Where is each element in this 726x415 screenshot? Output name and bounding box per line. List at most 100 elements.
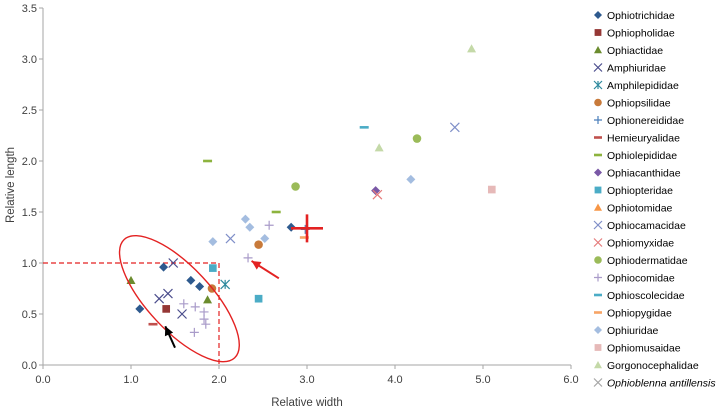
legend-marker bbox=[593, 238, 603, 247]
data-point bbox=[487, 185, 496, 194]
x-tick-label: 6.0 bbox=[563, 374, 578, 386]
legend-item: Ophiotomidae bbox=[594, 203, 673, 215]
legend-label: Amphiuridae bbox=[607, 63, 666, 75]
x-axis-title: Relative width bbox=[271, 397, 343, 409]
y-tick-label: 0.5 bbox=[22, 309, 37, 321]
data-point bbox=[254, 294, 263, 303]
red-arrow-head bbox=[251, 260, 262, 270]
legend-item: Ophiocomidae bbox=[594, 273, 675, 285]
legend-marker bbox=[594, 326, 602, 334]
axes: 0.0 1.0 2.0 3.0 4.0 5.0 6.0 0.0 0.5 1.0 1.5 2.0 2.5 3… bbox=[22, 3, 579, 386]
data-point bbox=[245, 222, 255, 232]
legend-item: Ophiuridae bbox=[594, 325, 659, 337]
legend-label: Gorgonocephalidae bbox=[607, 360, 699, 372]
data-point bbox=[243, 253, 253, 263]
x-tick-label: 1.0 bbox=[123, 374, 138, 386]
highlight-ellipse bbox=[118, 234, 240, 363]
data-points bbox=[126, 44, 496, 337]
legend-label: Ophiactidae bbox=[607, 45, 663, 57]
legend-item: Ophionereididae bbox=[594, 115, 684, 127]
data-point bbox=[163, 288, 173, 299]
legend-label: Ophiodermatidae bbox=[607, 255, 688, 267]
data-point bbox=[291, 182, 300, 191]
data-point bbox=[186, 275, 196, 285]
legend-item: Ophiodermatidae bbox=[594, 255, 688, 267]
legend-item: Gorgonocephalidae bbox=[594, 360, 699, 372]
legend-label: Ophiocamacidae bbox=[607, 220, 686, 232]
legend-marker bbox=[594, 361, 602, 369]
legend-label: Ophioscolecidae bbox=[607, 290, 685, 302]
data-point bbox=[240, 214, 250, 224]
data-point bbox=[190, 302, 200, 312]
data-point bbox=[179, 299, 189, 309]
legend-marker bbox=[594, 116, 602, 124]
x-tick-label: 3.0 bbox=[299, 374, 314, 386]
data-point bbox=[195, 281, 205, 291]
legend-item: Ophiacanthidae bbox=[594, 168, 681, 180]
data-point bbox=[135, 304, 145, 314]
legend-marker bbox=[594, 186, 602, 194]
black-arrow-head bbox=[164, 326, 174, 337]
data-point bbox=[154, 293, 165, 304]
legend-marker bbox=[594, 98, 602, 107]
legend-item: Amphiuridae bbox=[593, 63, 666, 75]
legend-marker bbox=[594, 273, 602, 282]
legend-label: Ophiomusaidae bbox=[607, 343, 681, 355]
data-point bbox=[209, 264, 217, 272]
legend-label: Ophiopholidae bbox=[607, 28, 675, 40]
legend-label: Ophiocomidae bbox=[607, 273, 675, 285]
legend-item: Ophiomyxidae bbox=[593, 238, 674, 250]
legend-item: Ophiopteridae bbox=[594, 185, 673, 197]
black-arrow bbox=[164, 325, 176, 349]
y-axis-title: Relative length bbox=[5, 147, 17, 223]
data-point bbox=[177, 309, 187, 319]
legend-label: Ophiolepididae bbox=[607, 150, 677, 162]
data-point bbox=[264, 220, 274, 230]
x-tick-label: 0.0 bbox=[35, 374, 50, 386]
legend-marker bbox=[593, 378, 603, 387]
x-tick-label: 4.0 bbox=[387, 374, 402, 386]
data-point bbox=[208, 237, 218, 247]
data-point bbox=[189, 327, 199, 337]
data-point bbox=[467, 44, 477, 53]
x-tick-label: 5.0 bbox=[475, 374, 490, 386]
data-point bbox=[374, 143, 384, 152]
legend-item: Ophiactidae bbox=[594, 45, 663, 57]
legend-item: Ophiotrichidae bbox=[594, 10, 675, 22]
annotations bbox=[43, 262, 220, 365]
legend-marker bbox=[594, 29, 602, 36]
red-arrow bbox=[251, 260, 280, 280]
data-point bbox=[371, 186, 381, 196]
legend-label: Ophiacanthidae bbox=[607, 168, 681, 180]
legend-label: Ophiopteridae bbox=[607, 185, 673, 197]
annotation-overlay bbox=[118, 214, 323, 363]
data-point bbox=[201, 319, 211, 329]
legend-item: Ophioscolecidae bbox=[594, 290, 685, 302]
legend-marker bbox=[594, 344, 602, 351]
y-tick-label: 2.0 bbox=[22, 156, 37, 168]
y-tick-label: 3.0 bbox=[22, 54, 37, 66]
y-tick-label: 0.0 bbox=[22, 360, 37, 372]
data-point bbox=[220, 279, 231, 290]
legend-marker bbox=[594, 46, 602, 54]
data-point bbox=[449, 122, 460, 133]
y-tick-label: 1.0 bbox=[22, 258, 37, 270]
highlight-cross bbox=[291, 214, 323, 243]
data-point bbox=[412, 134, 422, 143]
legend-item: Amphilepididae bbox=[593, 80, 679, 92]
legend-label: Ophioblenna antillensis bbox=[607, 378, 716, 390]
data-point bbox=[225, 233, 236, 244]
legend-marker bbox=[594, 168, 602, 177]
legend-marker bbox=[594, 256, 602, 264]
legend-item: Ophiomusaidae bbox=[594, 343, 681, 355]
legend-label: Ophiotrichidae bbox=[607, 10, 675, 22]
data-point bbox=[372, 189, 383, 200]
y-tick-label: 3.5 bbox=[22, 3, 37, 15]
legend-marker bbox=[593, 220, 603, 230]
legend-label: Ophiopsilidae bbox=[607, 98, 671, 110]
data-point bbox=[260, 234, 270, 244]
data-point bbox=[162, 305, 171, 313]
legend-label: Amphilepididae bbox=[607, 80, 679, 92]
data-point bbox=[203, 295, 213, 304]
